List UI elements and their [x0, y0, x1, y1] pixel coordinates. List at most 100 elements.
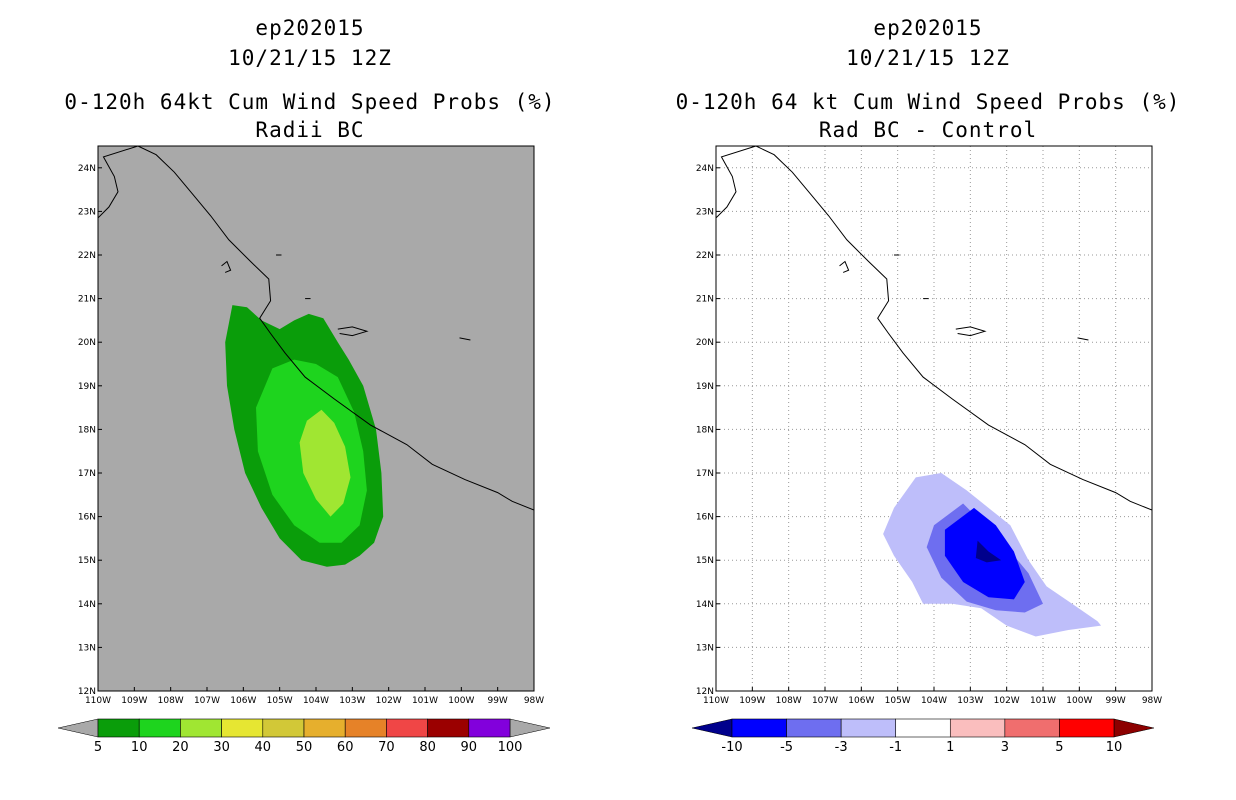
x-tick-label: 107W: [812, 696, 838, 706]
x-tick-label: 109W: [739, 696, 765, 706]
colorbar-swatch: [221, 718, 264, 738]
colorbar: -10 -5 -3 -1 1 3 5 10: [691, 718, 1155, 755]
coastline: [716, 146, 1152, 511]
colorbar-swatch: [344, 718, 387, 738]
colorbar-label: -10: [721, 740, 742, 755]
x-tick-label: 106W: [848, 696, 874, 706]
y-tick-label: 23N: [696, 207, 714, 217]
colorbar-label: -1: [889, 740, 902, 755]
y-tick-label: 23N: [78, 207, 96, 217]
x-tick-label: 104W: [303, 696, 329, 706]
colorbar-swatch: [468, 718, 511, 738]
y-tick-label: 15N: [78, 556, 96, 566]
y-tick-label: 19N: [696, 382, 714, 392]
y-tick-label: 18N: [78, 425, 96, 435]
panel1-title-product: 0-120h 64kt Cum Wind Speed Probs (%): [64, 90, 556, 114]
colorbar-swatch: [895, 718, 951, 738]
y-tick-label: 14N: [696, 600, 714, 610]
colorbar-label: 40: [255, 740, 272, 755]
contour-level-neg10: [975, 540, 1002, 563]
island-outline: [221, 260, 232, 273]
colorbar-label: 80: [419, 740, 436, 755]
colorbar-swatch: [949, 718, 1006, 738]
colorbar-label: 50: [296, 740, 313, 755]
island-outline: [459, 337, 471, 341]
panel2-title-product: 0-120h 64 kt Cum Wind Speed Probs (%): [675, 90, 1181, 114]
x-tick-label: 105W: [885, 696, 911, 706]
colorbar-left-arrow: [691, 718, 733, 738]
y-tick-label: 13N: [78, 643, 96, 653]
colorbar-label: 20: [172, 740, 189, 755]
y-tick-label: 18N: [696, 425, 714, 435]
colorbar-label: 1: [946, 740, 954, 755]
colorbar-label: -3: [835, 740, 848, 755]
x-tick-label: 105W: [267, 696, 293, 706]
y-tick-label: 21N: [696, 295, 714, 305]
coastline: [98, 146, 534, 511]
x-tick-label: 101W: [1030, 696, 1056, 706]
panel2-title-sub: Rad BC - Control: [818, 118, 1038, 142]
x-tick-label: 102W: [376, 696, 402, 706]
y-tick-label: 17N: [78, 469, 96, 479]
colorbar-label: 10: [1106, 740, 1123, 755]
colorbar-swatch: [386, 718, 428, 738]
y-tick-label: 17N: [696, 469, 714, 479]
colorbar-swatch: [303, 718, 346, 738]
colorbar-right-arrow: [1113, 718, 1155, 738]
colorbar-label: 60: [337, 740, 354, 755]
y-tick-label: 24N: [696, 164, 714, 174]
x-tick-label: 104W: [921, 696, 947, 706]
colorbar-label: 70: [378, 740, 395, 755]
y-tick-label: 12N: [78, 687, 96, 697]
panel2-title-date: 10/21/15 12Z: [846, 46, 1010, 70]
x-tick-label: 103W: [957, 696, 983, 706]
y-tick-label: 16N: [78, 513, 96, 523]
colorbar-swatch: [427, 718, 470, 738]
x-tick-label: 100W: [1066, 696, 1092, 706]
x-tick-label: 103W: [339, 696, 365, 706]
y-tick-label: 22N: [696, 251, 714, 261]
x-tick-label: 110W: [703, 696, 729, 706]
island-outline: [1077, 337, 1089, 341]
island-outline: [839, 260, 850, 273]
colorbar-swatch: [1059, 718, 1115, 738]
y-tick-label: 20N: [696, 338, 714, 348]
x-tick-label: 98W: [1142, 696, 1162, 706]
x-tick-label: 98W: [524, 696, 544, 706]
panel1-title-date: 10/21/15 12Z: [228, 46, 392, 70]
x-tick-label: 99W: [487, 696, 507, 706]
panel-radii-bc: 110W 109W 108W 107W 106W 105W 104W 103W 102W 101W…: [57, 145, 551, 755]
x-tick-label: 100W: [448, 696, 474, 706]
island-outline: [337, 326, 369, 337]
colorbar-swatch: [1004, 718, 1060, 738]
colorbar-swatch: [786, 718, 842, 738]
x-tick-label: 110W: [85, 696, 111, 706]
y-tick-label: 21N: [78, 295, 96, 305]
colorbar-swatch: [262, 718, 305, 738]
panel-rad-bc-minus-control: 110W 109W 108W 107W 106W 105W 104W 103W 102W 101W…: [691, 145, 1162, 755]
colorbar-swatch: [138, 718, 181, 738]
panel1-title-storm: ep202015: [255, 16, 365, 40]
y-tick-label: 16N: [696, 513, 714, 523]
colorbar-swatch: [180, 718, 222, 738]
colorbar: 5 10 20 30 40 50 60 70 80 90 100: [57, 718, 551, 755]
panel1-title-sub: Radii BC: [255, 118, 365, 142]
x-tick-label: 101W: [412, 696, 438, 706]
y-tick-label: 22N: [78, 251, 96, 261]
y-tick-label: 12N: [696, 687, 714, 697]
colorbar-swatch: [840, 718, 897, 738]
panel2-title-storm: ep202015: [873, 16, 983, 40]
x-tick-label: 108W: [158, 696, 184, 706]
colorbar-right-arrow: [509, 718, 551, 738]
colorbar-label: 90: [461, 740, 478, 755]
colorbar-swatch: [97, 718, 140, 738]
colorbar-label: -5: [780, 740, 793, 755]
x-tick-label: 107W: [194, 696, 220, 706]
colorbar-label: 5: [1055, 740, 1063, 755]
colorbar-swatch: [731, 718, 787, 738]
x-tick-label: 106W: [230, 696, 256, 706]
y-tick-label: 14N: [78, 600, 96, 610]
x-tick-label: 102W: [994, 696, 1020, 706]
colorbar-label: 100: [498, 740, 523, 755]
